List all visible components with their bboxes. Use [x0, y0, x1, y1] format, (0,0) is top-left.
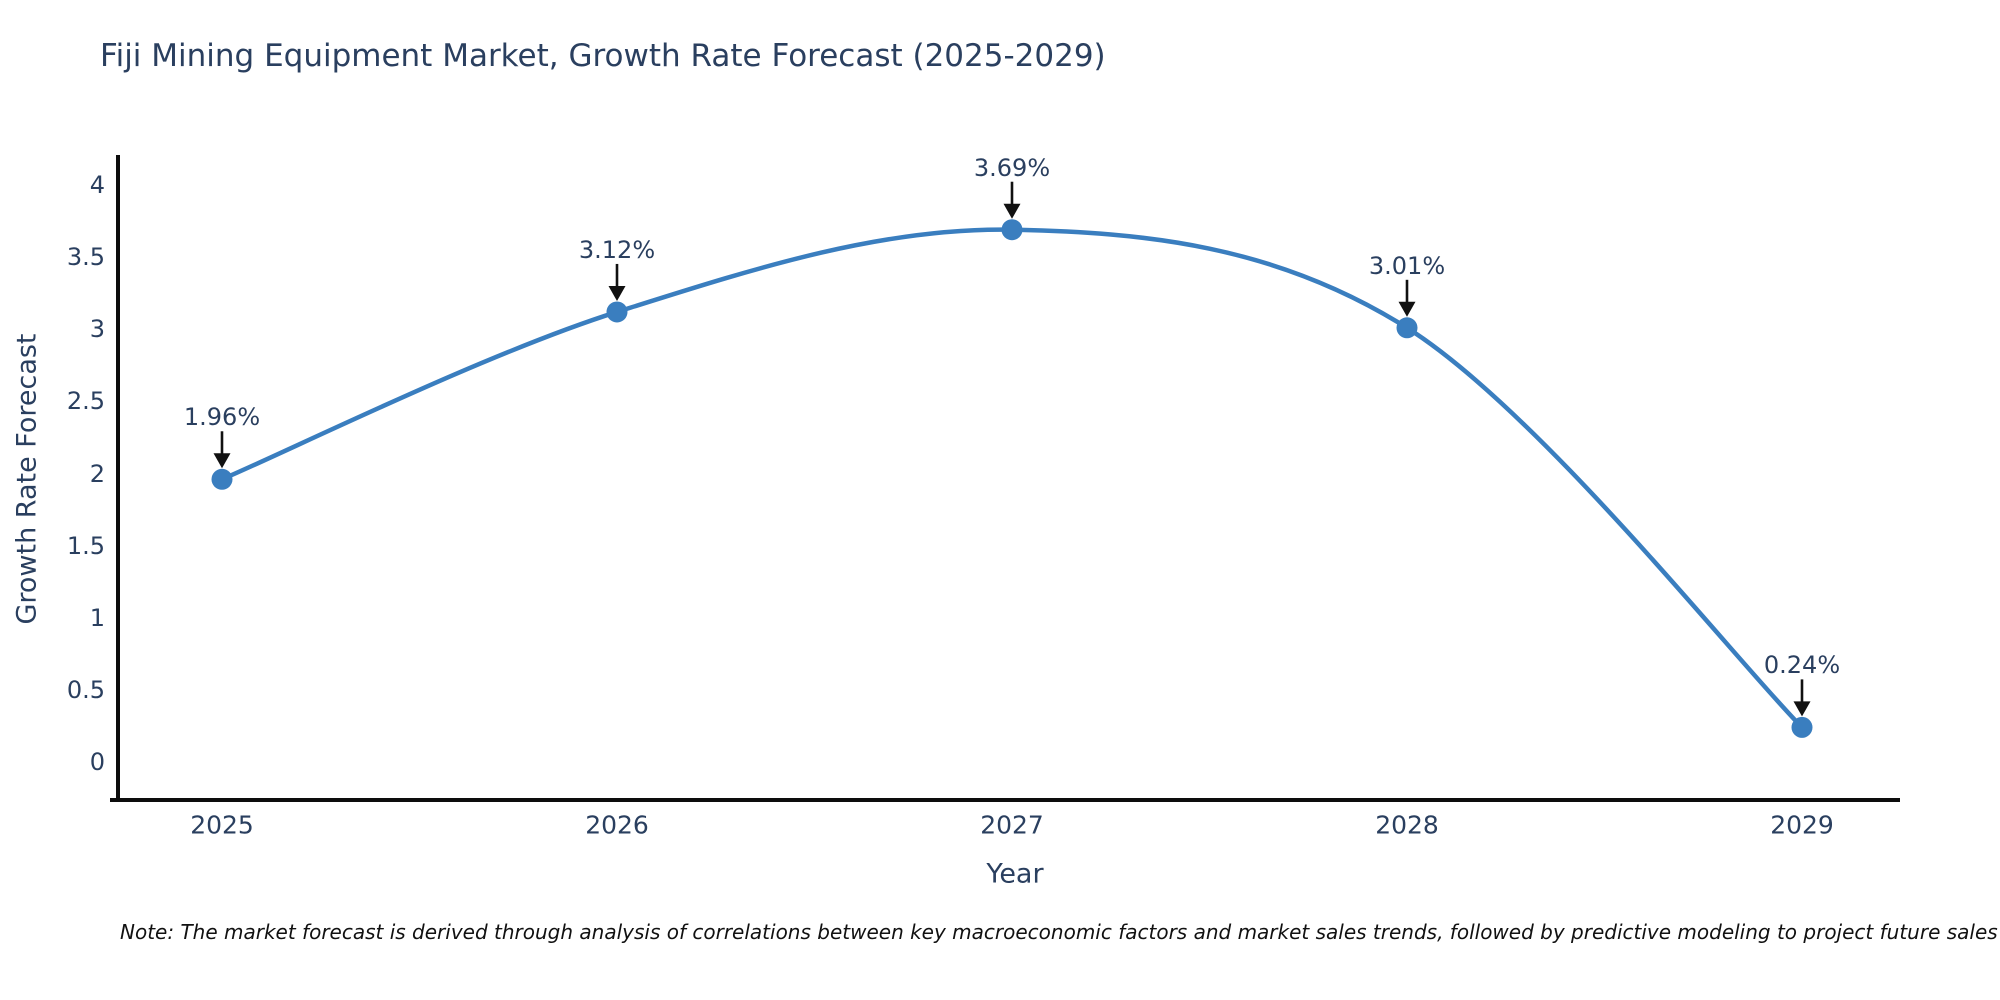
annotation-label: 3.12%	[578, 235, 656, 264]
line-series	[219, 227, 1805, 730]
x-tick-label: 2026	[585, 810, 649, 840]
y-tick-label: 2	[89, 459, 105, 488]
annotation-arrowhead-icon	[213, 453, 231, 469]
chart-title: Fiji Mining Equipment Market, Growth Rat…	[100, 38, 1106, 74]
annotation-label: 3.69%	[973, 153, 1051, 182]
y-tick-label: 3.5	[66, 243, 105, 272]
y-tick-label: 2.5	[66, 387, 105, 416]
x-tick-label: 2028	[1375, 810, 1439, 840]
annotation-arrowhead-icon	[1793, 701, 1811, 717]
y-tick-label: 3	[89, 315, 105, 344]
y-tick-label: 1	[89, 603, 105, 632]
y-tick-label: 0.5	[66, 675, 105, 704]
x-tick-label: 2027	[980, 810, 1044, 840]
data-point-marker[interactable]	[211, 468, 233, 490]
data-point-marker[interactable]	[1396, 317, 1418, 339]
data-point-marker[interactable]	[1001, 219, 1023, 241]
y-tick-label: 0	[89, 748, 105, 776]
annotation-label: 1.96%	[183, 403, 261, 432]
y-tick-label: 1.5	[66, 531, 105, 560]
data-point-marker[interactable]	[1791, 716, 1813, 738]
annotation-arrowhead-icon	[1003, 203, 1021, 219]
annotation-label: 3.01%	[1368, 251, 1446, 280]
annotation-arrowhead-icon	[608, 285, 626, 301]
annotation-label: 0.24%	[1763, 651, 1841, 680]
x-tick-label: 2025	[190, 810, 254, 840]
x-axis-title: Year	[986, 858, 1044, 890]
y-axis-title: Growth Rate Forecast	[11, 332, 43, 625]
data-point-marker[interactable]	[606, 301, 628, 323]
footnote: Note: The market forecast is derived thr…	[120, 920, 1998, 944]
annotation-arrowhead-icon	[1398, 301, 1416, 317]
x-tick-label: 2029	[1770, 810, 1834, 840]
y-tick-label: 4	[89, 171, 105, 199]
